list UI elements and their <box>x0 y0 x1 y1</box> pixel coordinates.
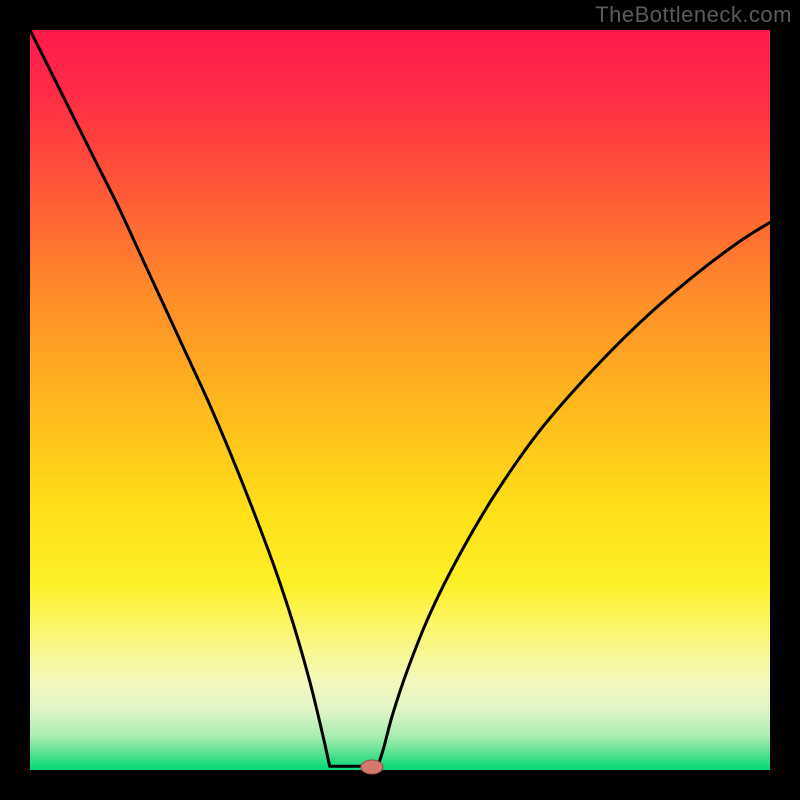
chart-svg <box>0 0 800 800</box>
watermark-text: TheBottleneck.com <box>595 2 792 28</box>
chart-container: TheBottleneck.com <box>0 0 800 800</box>
optimal-point-marker <box>361 760 383 774</box>
plot-background <box>30 30 770 770</box>
